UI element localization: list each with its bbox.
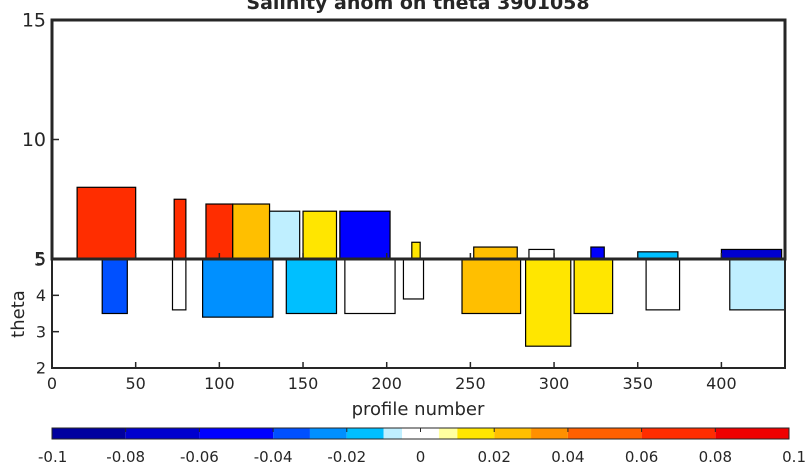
colorbar-swatch xyxy=(346,428,384,439)
upper-y-axis: 5 10 15 xyxy=(22,10,59,271)
colorbar-swatch xyxy=(309,428,347,439)
x-tick-label: 150 xyxy=(288,374,319,393)
upper-y-tick-label: 10 xyxy=(22,129,46,151)
lower-y-tick-label: 2 xyxy=(36,359,46,378)
colorbar-tick-label: -0.06 xyxy=(180,448,219,466)
lower-contour-column xyxy=(202,259,274,318)
colorbar-swatch xyxy=(383,428,403,439)
x-tick-label: 250 xyxy=(455,374,486,393)
upper-contour-column xyxy=(302,210,338,259)
colorbar-tick-label: 0.06 xyxy=(625,448,658,466)
colorbar-swatch xyxy=(420,428,439,439)
colorbar-swatch xyxy=(567,428,642,439)
x-tick-label: 300 xyxy=(539,374,570,393)
colorbar-swatch xyxy=(715,428,789,439)
lower-contour-column xyxy=(573,259,614,315)
lower-contour-column xyxy=(101,259,128,315)
colorbar-swatch xyxy=(402,428,421,439)
x-tick-label: 100 xyxy=(204,374,235,393)
upper-y-tick-label: 5 xyxy=(34,249,46,271)
lower-contour-column xyxy=(645,259,681,311)
colorbar-tick-label: 0.1 xyxy=(782,448,806,466)
lower-contour-column xyxy=(402,259,425,300)
lower-y-tick-label: 3 xyxy=(36,322,46,341)
lower-y-axis: 2 3 4 5 xyxy=(36,250,59,378)
upper-y-tick-label: 15 xyxy=(22,10,46,32)
lower-y-tick-label: 4 xyxy=(36,286,46,305)
upper-axes-frame xyxy=(50,18,787,261)
upper-contour-column xyxy=(232,203,271,259)
lower-contour-column xyxy=(461,259,522,315)
upper-contour-column xyxy=(76,186,137,259)
colorbar-tick-label: 0.08 xyxy=(699,448,732,466)
colorbar-swatch xyxy=(531,428,568,439)
upper-contour-column xyxy=(173,198,187,259)
colorbar-tick-label: -0.02 xyxy=(327,448,366,466)
lower-contour-column xyxy=(729,259,785,311)
colorbar-tick-label: -0.04 xyxy=(254,448,293,466)
chart-title: Salinity anom on theta 3901058 xyxy=(246,0,589,14)
upper-contour-column xyxy=(268,210,301,259)
x-tick-label: 0 xyxy=(47,374,57,393)
lower-contour-column xyxy=(525,259,572,347)
upper-contour-fill xyxy=(76,186,783,259)
upper-contour-column xyxy=(339,210,391,259)
x-axis: 0 50 100 150 200 250 300 350 400 xyxy=(47,253,737,393)
upper-contour-column xyxy=(590,246,605,259)
colorbar-tick-label: -0.1 xyxy=(38,448,67,466)
lower-contour-fill xyxy=(101,259,785,347)
colorbar: -0.1 -0.08 -0.06 -0.04 -0.02 0 0.02 0.04 0.06 0.0… xyxy=(38,427,806,466)
y-axis-label: theta xyxy=(8,290,29,338)
lower-contour-column xyxy=(285,259,338,315)
upper-contour-column xyxy=(473,246,518,259)
x-tick-label: 50 xyxy=(125,374,145,393)
colorbar-swatch xyxy=(273,428,310,439)
upper-contour-column xyxy=(205,203,234,259)
colorbar-swatch xyxy=(457,428,495,439)
colorbar-swatch xyxy=(125,428,200,439)
colorbar-tick-label: 0 xyxy=(416,448,426,466)
colorbar-swatch xyxy=(641,428,716,439)
colorbar-tick-label: 0.02 xyxy=(477,448,510,466)
lower-contour-column xyxy=(171,259,187,311)
colorbar-swatch xyxy=(438,428,458,439)
colorbar-tick-label: -0.08 xyxy=(106,448,145,466)
lower-y-tick-label: 5 xyxy=(36,250,46,269)
x-tick-label: 400 xyxy=(706,374,737,393)
colorbar-swatch xyxy=(52,428,126,439)
lower-axes-frame xyxy=(51,258,786,369)
x-tick-label: 200 xyxy=(371,374,402,393)
x-tick-label: 350 xyxy=(622,374,653,393)
x-axis-label: profile number xyxy=(352,399,485,420)
colorbar-swatch xyxy=(199,428,274,439)
upper-contour-column xyxy=(411,241,421,259)
lower-contour-column xyxy=(344,259,396,315)
colorbar-swatch xyxy=(494,428,532,439)
colorbar-tick-label: 0.04 xyxy=(551,448,584,466)
